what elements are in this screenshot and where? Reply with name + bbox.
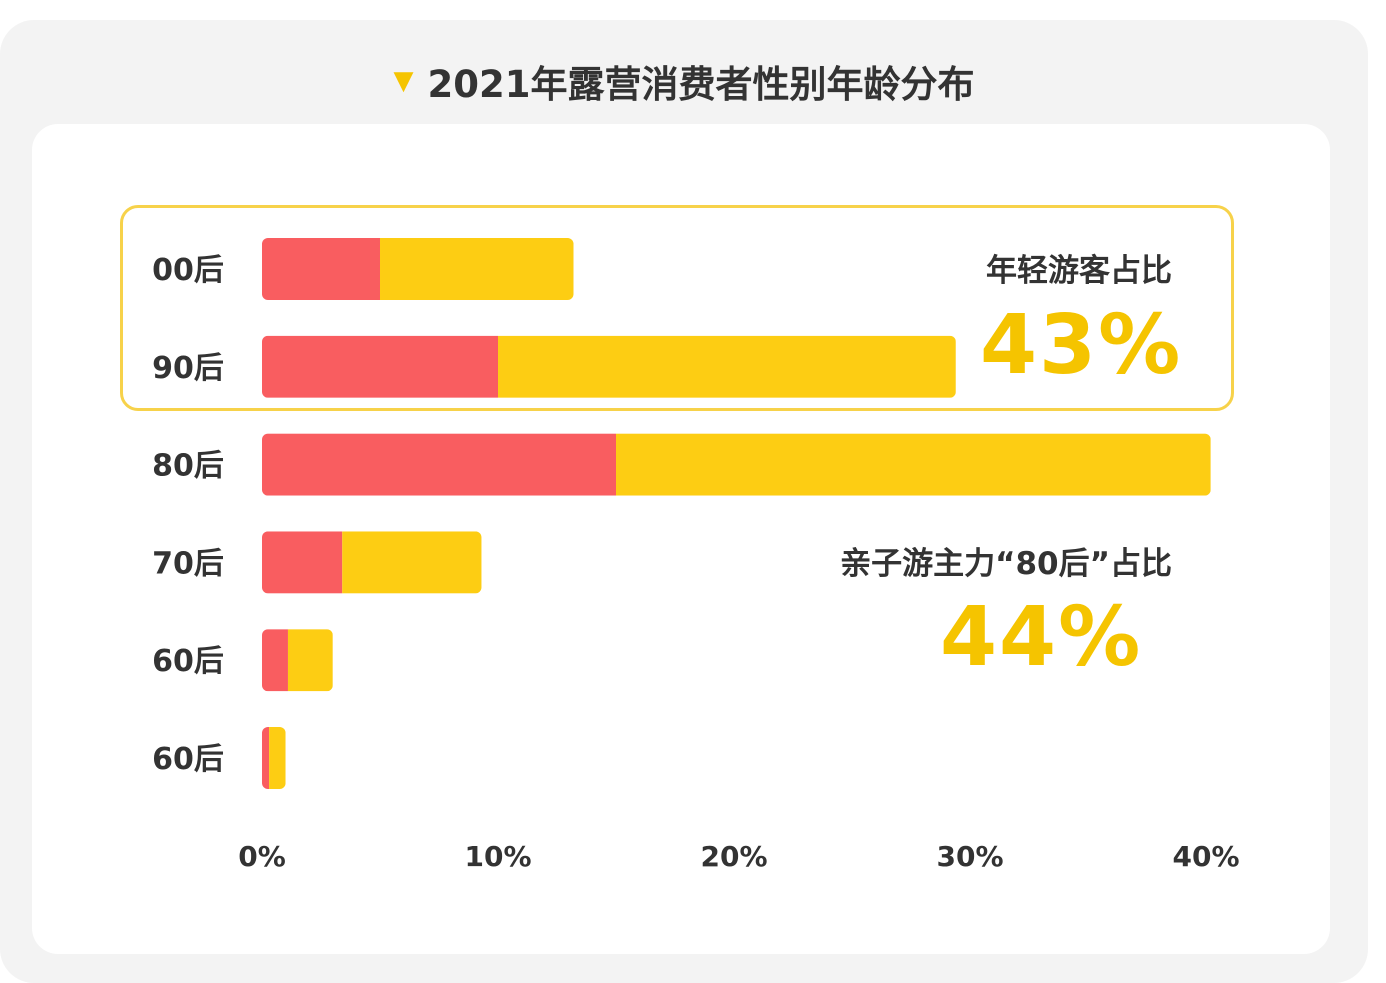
young-share-value: 43% xyxy=(980,298,1183,393)
bar-segment-male xyxy=(342,531,482,594)
category-label: 60后 xyxy=(152,644,224,679)
bar-segment-female xyxy=(262,238,380,300)
bar-segment-male xyxy=(269,727,286,789)
bar-row xyxy=(262,433,1211,496)
family-80s-share-label: 亲子游主力“80后”占比 xyxy=(840,546,1172,582)
bar-row xyxy=(262,629,333,692)
bar-segment-female xyxy=(262,335,498,398)
category-label: 00后 xyxy=(152,253,224,288)
chart-title-row: ▼ 2021年露营消费者性别年龄分布 xyxy=(394,54,975,108)
bar-segment-male xyxy=(287,629,333,692)
x-tick-label: 10% xyxy=(464,840,531,873)
category-label: 90后 xyxy=(152,351,224,386)
chart-title: 2021年露营消费者性别年龄分布 xyxy=(427,63,975,106)
young-share-label: 年轻游客占比 xyxy=(986,253,1172,289)
bar-segment-female xyxy=(262,433,616,496)
bar-segment-male xyxy=(380,238,574,300)
title-wrap: ▼ 2021年露营消费者性别年龄分布 xyxy=(0,54,1368,108)
bar-segment-female xyxy=(262,531,343,594)
bar-segment-female xyxy=(262,727,270,789)
family-80s-share-value: 44% xyxy=(940,590,1143,685)
bar-row xyxy=(262,531,482,594)
chart-card xyxy=(32,124,1330,954)
bar-row xyxy=(262,335,956,398)
bar-row xyxy=(262,727,286,789)
young-visitors-highlight-box xyxy=(120,205,1234,411)
x-tick-label: 30% xyxy=(936,840,1003,873)
category-label: 60后 xyxy=(152,742,224,777)
bar-segment-male xyxy=(498,335,956,398)
x-tick-label: 20% xyxy=(700,840,767,873)
bar-segment-female xyxy=(262,629,288,692)
x-tick-label: 40% xyxy=(1172,840,1239,873)
category-label: 80后 xyxy=(152,449,224,484)
triangle-down-icon: ▼ xyxy=(393,66,414,96)
category-label: 70后 xyxy=(152,546,224,581)
bar-row xyxy=(262,238,574,300)
bar-segment-male xyxy=(616,433,1211,496)
x-tick-label: 0% xyxy=(238,840,286,873)
